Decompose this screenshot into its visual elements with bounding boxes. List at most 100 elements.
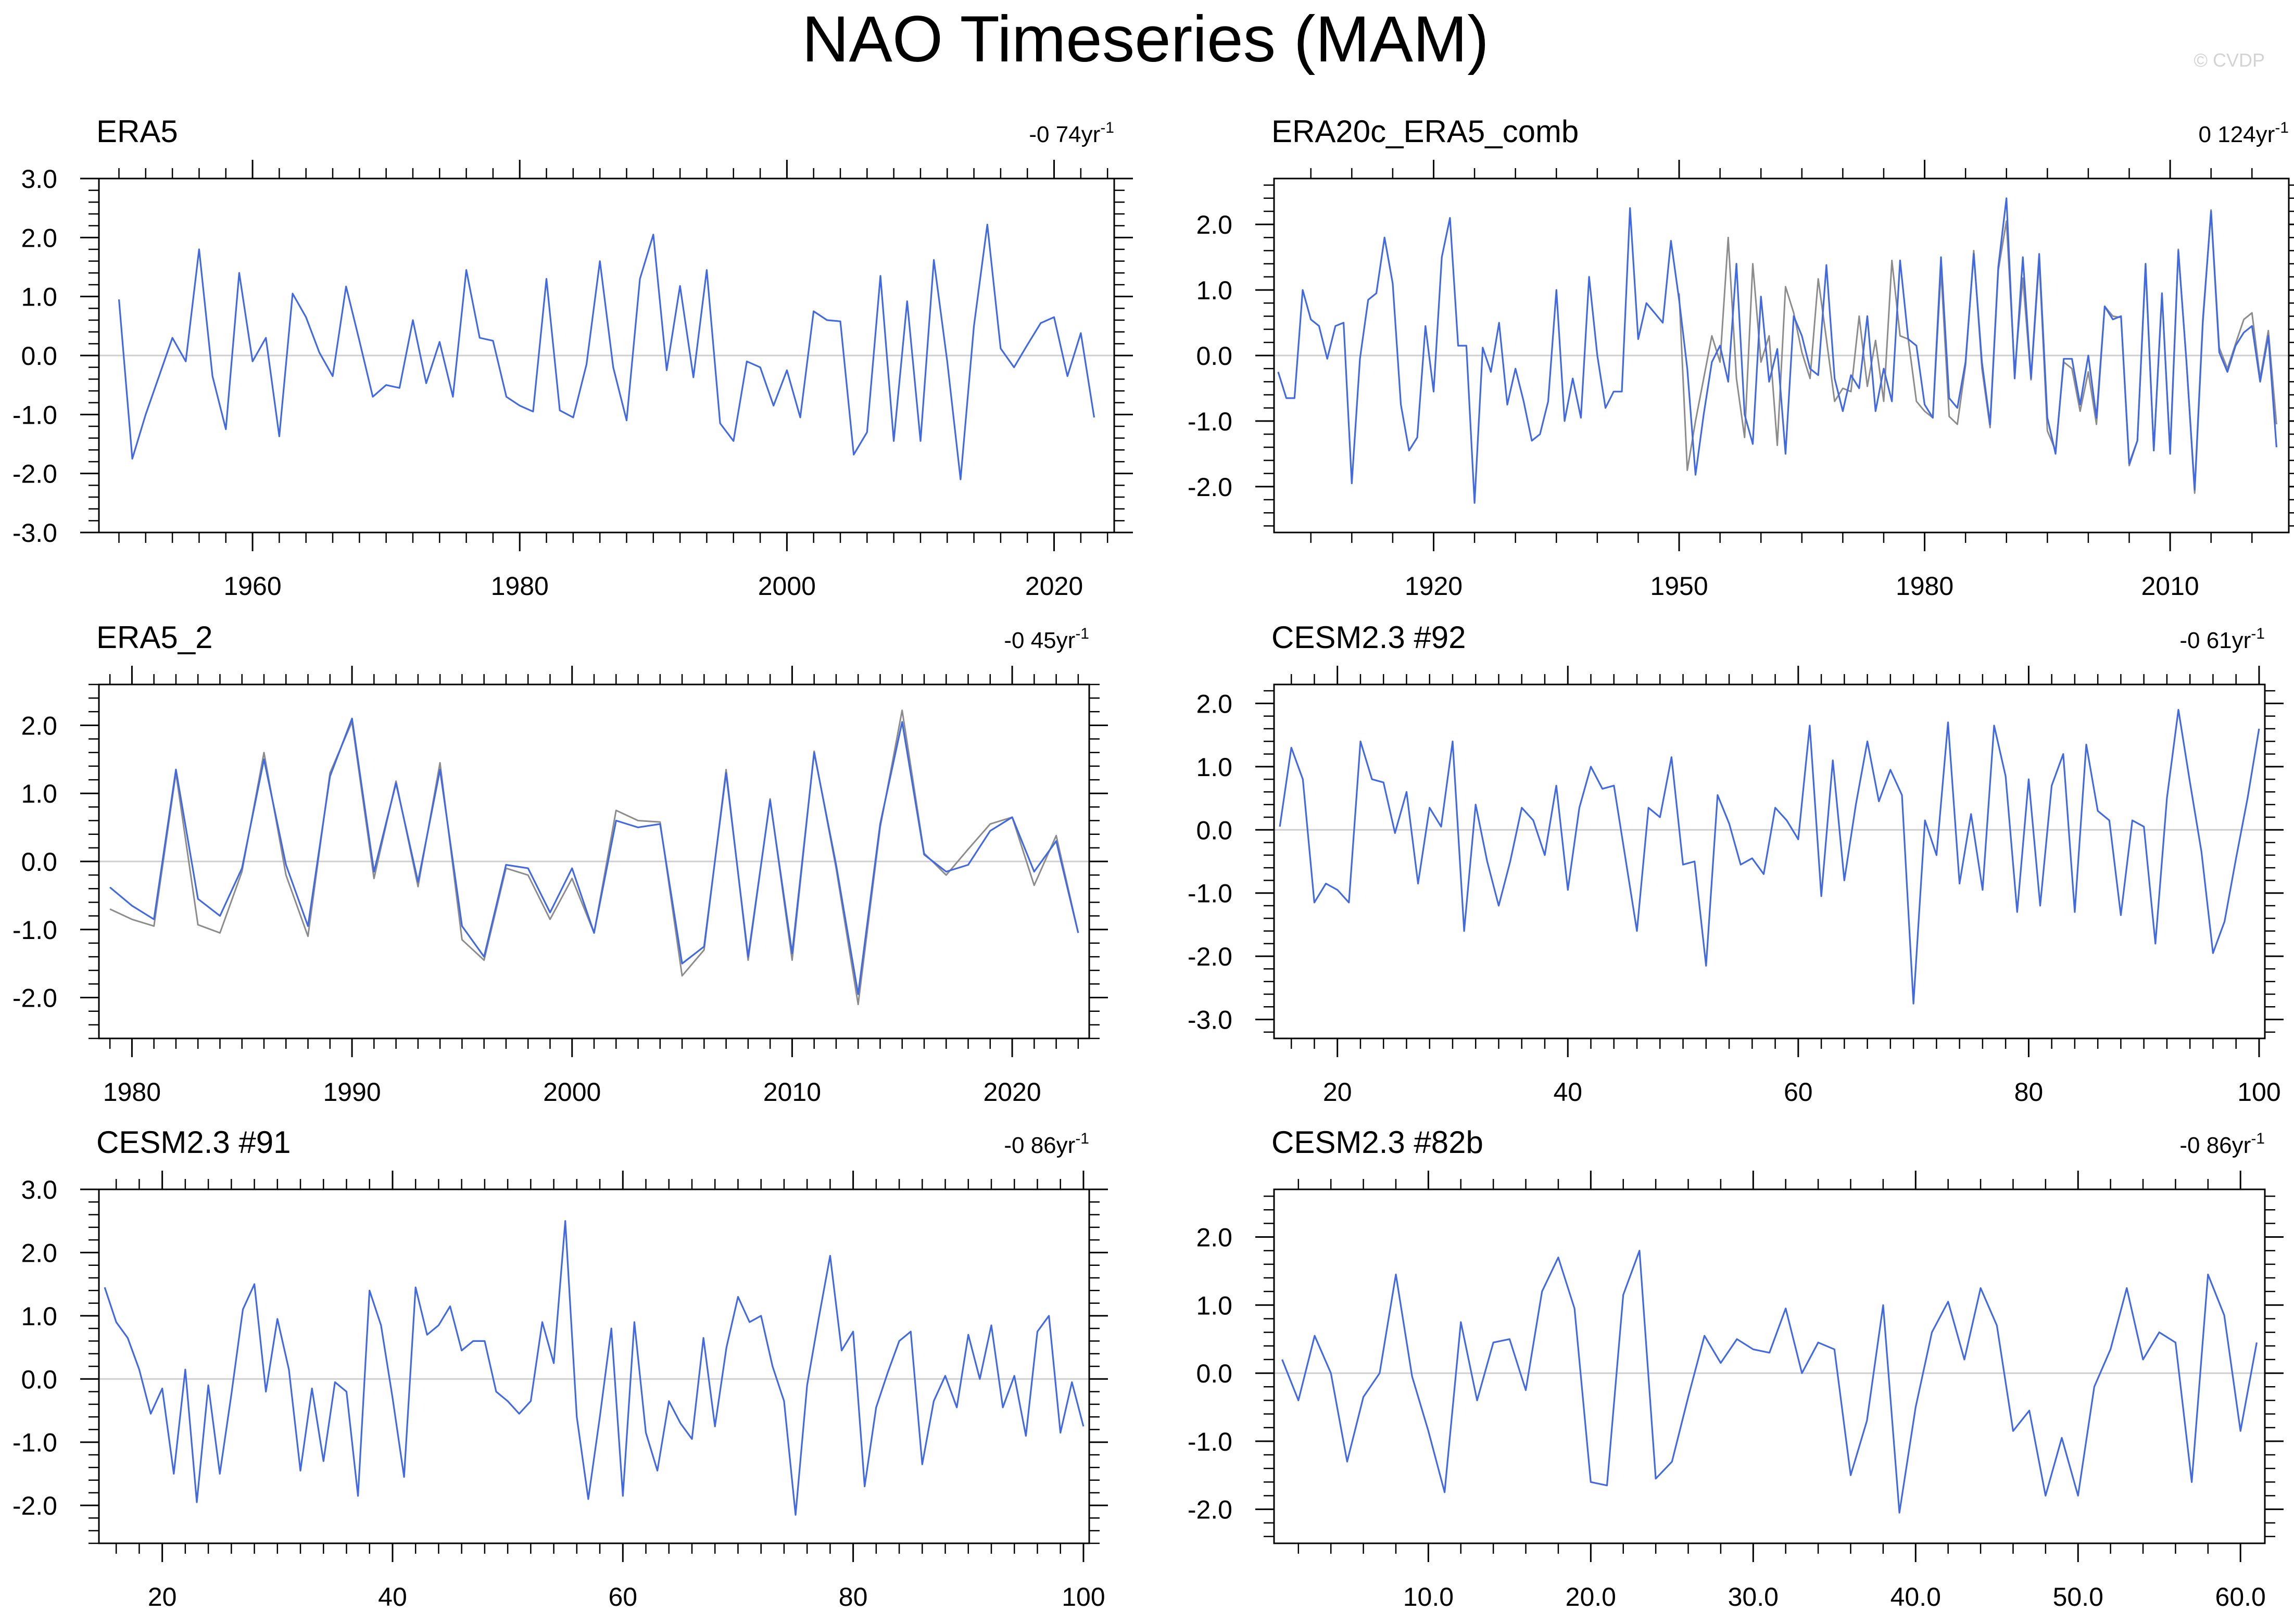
- trend-value: -0 74yr: [1029, 122, 1100, 147]
- y-tick-label: 2.0: [1196, 689, 1232, 718]
- series-line-1: [109, 709, 1079, 1006]
- trend-exponent: -1: [1100, 119, 1114, 136]
- y-tick-label: 0.0: [21, 1365, 57, 1394]
- x-tick-label: 60: [1784, 1077, 1813, 1107]
- panel-title: ERA20c_ERA5_comb: [1271, 114, 1579, 149]
- trend-exponent: -1: [1075, 1130, 1089, 1147]
- x-tick-label: 1980: [491, 572, 549, 601]
- y-tick-label: -1.0: [12, 400, 57, 429]
- y-tick-label: 2.0: [1196, 210, 1232, 239]
- x-tick-label: 1980: [103, 1077, 161, 1107]
- y-tick-label: 0.0: [1196, 1359, 1232, 1388]
- x-tick-label: 2000: [543, 1077, 601, 1107]
- trend-exponent: -1: [2251, 1130, 2265, 1147]
- panel-title: CESM2.3 #82b: [1271, 1125, 1483, 1160]
- plot-frame: [1273, 683, 2266, 1039]
- y-tick-label: -1.0: [1188, 407, 1232, 436]
- series-line-2: [109, 717, 1079, 995]
- plot-frame: [1273, 1188, 2266, 1544]
- trend-label: -0 61yr-1: [2179, 625, 2265, 653]
- plot-frame: [98, 1188, 1090, 1544]
- x-tick-label: 10.0: [1403, 1582, 1454, 1612]
- series-line-1: [1281, 1250, 2258, 1514]
- y-tick-label: -1.0: [1188, 1427, 1232, 1456]
- panel-cesm-82b: 10.0 20.0 30.0 40.0 50.0 60.0 -2.0 -1.0 0.0 1.0 2.…: [1188, 1125, 2284, 1612]
- trend-value: 0 124yr: [2199, 122, 2275, 147]
- y-tick-label: 3.0: [21, 164, 57, 194]
- x-tick-label: 2020: [1025, 572, 1083, 601]
- trend-label: -0 86yr-1: [1004, 1130, 1089, 1158]
- figure-title: NAO Timeseries (MAM): [802, 3, 1489, 75]
- y-tick-label: 1.0: [1196, 1291, 1232, 1320]
- trend-label: -0 86yr-1: [2179, 1130, 2265, 1158]
- y-tick-label: -2.0: [1188, 942, 1232, 971]
- y-tick-label: 1.0: [21, 283, 57, 312]
- x-tick-label: 2020: [983, 1077, 1041, 1107]
- x-tick-label: 2000: [758, 572, 816, 601]
- trend-value: -0 86yr: [1004, 1133, 1075, 1158]
- panel-title: CESM2.3 #92: [1271, 620, 1466, 655]
- y-tick-label: -2.0: [1188, 1495, 1232, 1525]
- series-line-1: [1678, 209, 2277, 494]
- trend-value: -0 45yr: [1004, 628, 1075, 653]
- x-tick-label: 1950: [1650, 572, 1708, 601]
- y-tick-label: 1.0: [1196, 753, 1232, 782]
- x-tick-label: 30.0: [1728, 1582, 1779, 1612]
- x-tick-label: 20: [1323, 1077, 1352, 1107]
- x-tick-label: 40.0: [1890, 1582, 1941, 1612]
- y-tick-label: -2.0: [12, 1491, 57, 1520]
- y-tick-label: -1.0: [12, 916, 57, 945]
- y-tick-label: -3.0: [12, 518, 57, 548]
- y-tick-label: -2.0: [12, 460, 57, 489]
- y-tick-label: 0.0: [1196, 341, 1232, 371]
- y-tick-label: 0.0: [21, 847, 57, 877]
- y-tick-label: 1.0: [21, 1302, 57, 1331]
- y-tick-label: -2.0: [12, 984, 57, 1013]
- trend-label: -0 45yr-1: [1004, 625, 1089, 653]
- x-tick-label: 1920: [1405, 572, 1463, 601]
- x-tick-label: 2010: [763, 1077, 821, 1107]
- x-tick-label: 100: [1062, 1582, 1105, 1612]
- y-tick-label: 1.0: [21, 779, 57, 808]
- y-tick-label: 2.0: [21, 223, 57, 252]
- x-tick-label: 1990: [323, 1077, 381, 1107]
- x-tick-label: 40: [378, 1582, 407, 1612]
- x-tick-label: 40: [1553, 1077, 1582, 1107]
- y-tick-label: 2.0: [21, 711, 57, 740]
- x-tick-label: 2010: [2141, 572, 2199, 601]
- y-tick-label: -3.0: [1188, 1006, 1232, 1035]
- series-line-1: [1279, 709, 2260, 1005]
- panel-cesm-91: 20 40 60 80 100 -2.0 -1.0 0.0 1.0 2.0 3.0 CESM2.3 #…: [12, 1125, 1108, 1612]
- panel-cesm-92: 20 40 60 80 100 -3.0 -2.0 -1.0 0.0 1.0 2.0 CESM2.3 …: [1188, 620, 2284, 1107]
- trend-exponent: -1: [2275, 119, 2289, 136]
- x-tick-label: 20: [148, 1582, 177, 1612]
- y-tick-label: 2.0: [1196, 1223, 1232, 1252]
- trend-value: -0 86yr: [2179, 1133, 2251, 1158]
- series-line-2: [1277, 197, 2277, 504]
- y-tick-label: -1.0: [12, 1428, 57, 1457]
- trend-exponent: -1: [1075, 625, 1089, 642]
- panel-era5-2: 1980 1990 2000 2010 2020 -2.0 -1.0 0.0 1.0 2.0 ERA…: [12, 620, 1108, 1107]
- y-tick-label: 1.0: [1196, 276, 1232, 305]
- x-tick-label: 1960: [223, 572, 281, 601]
- trend-label: 0 124yr-1: [2199, 119, 2289, 147]
- x-tick-label: 1980: [1896, 572, 1953, 601]
- y-tick-label: -1.0: [1188, 879, 1232, 908]
- x-tick-label: 60: [608, 1582, 637, 1612]
- panel-title: ERA5_2: [96, 620, 212, 655]
- series-line-1: [118, 223, 1095, 480]
- x-tick-label: 60.0: [2215, 1582, 2266, 1612]
- y-tick-label: 3.0: [21, 1175, 57, 1204]
- trend-value: -0 61yr: [2179, 628, 2251, 653]
- x-tick-label: 50.0: [2053, 1582, 2103, 1612]
- panel-era5: 1960 1980 2000 2020 -3.0 -2.0 -1.0 0.0 1.0 2.0 3.0…: [12, 114, 1133, 601]
- panel-era20c-era5-comb: 1920 1950 1980 2010 -2.0 -1.0 0.0 1.0 2.0 ERA20c_…: [1188, 114, 2294, 601]
- panel-title: CESM2.3 #91: [96, 1125, 291, 1160]
- cvdp-watermark: © CVDP: [2194, 49, 2265, 71]
- y-tick-label: -2.0: [1188, 473, 1232, 502]
- y-tick-label: 0.0: [1196, 816, 1232, 845]
- y-tick-label: 0.0: [21, 341, 57, 371]
- x-tick-label: 80: [2014, 1077, 2044, 1107]
- panel-title: ERA5: [96, 114, 178, 149]
